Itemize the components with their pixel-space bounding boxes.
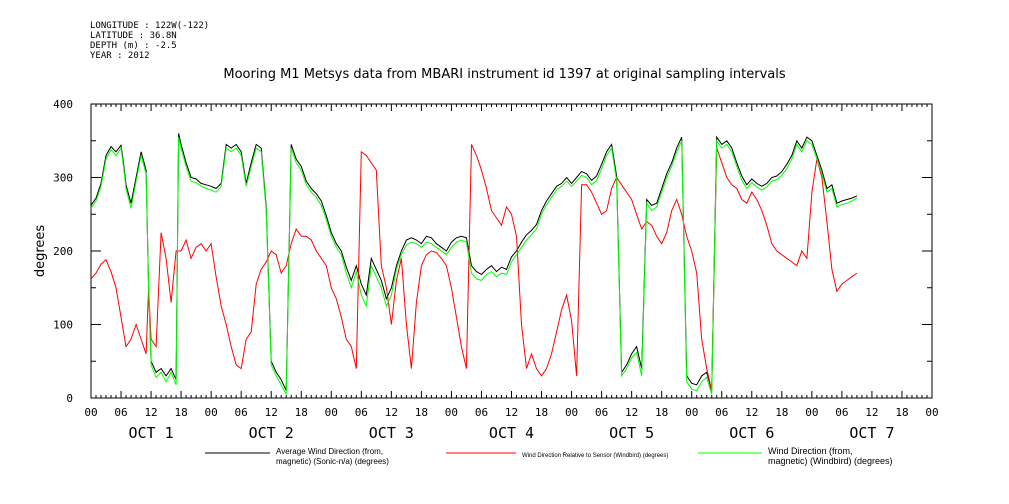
x-tick-label: 12	[385, 406, 398, 419]
x-tick-label: 06	[835, 406, 848, 419]
series-line-1	[90, 133, 858, 391]
station-metadata: LONGITUDE : 122W(-122) LATITUDE : 36.8N DE…	[90, 21, 209, 61]
x-tick-label: 00	[805, 406, 818, 419]
day-label: OCT 6	[729, 424, 774, 442]
x-tick-label: 00	[685, 406, 698, 419]
x-tick-label: 12	[144, 406, 157, 419]
latitude-text: LATITUDE : 36.8N	[90, 31, 177, 41]
x-tick-label: 18	[415, 406, 428, 419]
y-tick-label: 400	[53, 98, 73, 111]
x-tick-label: 06	[355, 406, 368, 419]
series-line-3	[90, 136, 858, 395]
series-line-2	[90, 144, 858, 391]
x-tick-label: 12	[265, 406, 278, 419]
day-label: OCT 1	[128, 424, 173, 442]
x-tick-label: 12	[625, 406, 638, 419]
plot-frame	[90, 103, 933, 399]
day-label: OCT 3	[369, 424, 414, 442]
y-tick-label: 100	[53, 319, 73, 332]
day-label: OCT 4	[489, 424, 534, 442]
x-tick-label: 12	[865, 406, 878, 419]
legend-label-3: Wind Direction (from,	[768, 446, 853, 456]
x-tick-label: 06	[715, 406, 728, 419]
year-text: YEAR : 2012	[90, 51, 150, 61]
x-tick-label: 18	[535, 406, 548, 419]
x-tick-label: 00	[325, 406, 338, 419]
x-tick-label: 18	[295, 406, 308, 419]
x-tick-label: 00	[565, 406, 578, 419]
x-tick-label: 06	[235, 406, 248, 419]
y-tick-label: 200	[53, 245, 73, 258]
x-tick-label: 12	[745, 406, 758, 419]
x-tick-label: 18	[775, 406, 788, 419]
chart-title: Mooring M1 Metsys data from MBARI instru…	[223, 67, 786, 82]
x-tick-label: 06	[595, 406, 608, 419]
y-tick-label: 300	[53, 172, 73, 185]
y-axis-label: degrees	[33, 225, 48, 278]
x-tick-label: 06	[475, 406, 488, 419]
day-label: OCT 5	[609, 424, 654, 442]
x-tick-label: 06	[114, 406, 127, 419]
x-tick-label: 18	[655, 406, 668, 419]
legend-label-1: magnetic) (Sonic-n/a) (degrees)	[276, 457, 389, 466]
x-tick-label: 12	[505, 406, 518, 419]
x-tick-label: 18	[174, 406, 187, 419]
legend-label-1: Average Wind Direction (from,	[276, 447, 383, 456]
x-tick-label: 00	[445, 406, 458, 419]
x-tick-label: 00	[205, 406, 218, 419]
day-label: OCT 2	[249, 424, 294, 442]
x-tick-label: 00	[84, 406, 97, 419]
x-tick-label: 00	[925, 406, 938, 419]
longitude-text: LONGITUDE : 122W(-122)	[90, 21, 210, 31]
y-tick-label: 0	[66, 392, 73, 405]
x-tick-label: 18	[895, 406, 908, 419]
day-label: OCT 7	[849, 424, 894, 442]
depth-text: DEPTH (m) : -2.5	[90, 41, 177, 51]
legend-label-2: Wind Direction Relative to Sensor (Windb…	[522, 453, 668, 459]
legend-label-3: magnetic) (Windbird) (degrees)	[768, 456, 893, 466]
